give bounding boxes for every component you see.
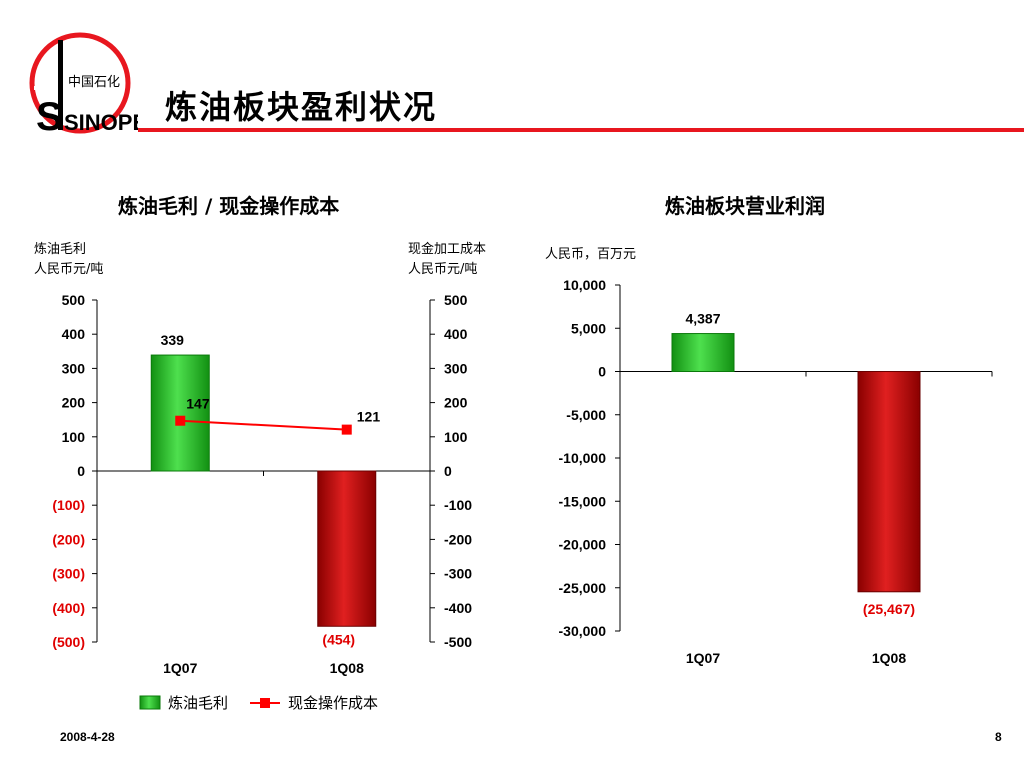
operating-profit-unit-label: 人民币，百万元 [545,247,637,262]
right-y-tick-label: -300 [444,566,472,582]
right-y-tick-label: -400 [444,600,472,616]
right-chart-title: 炼油板块营业利润 [665,194,825,218]
left-y-tick-label: (200) [52,531,85,547]
y-tick-label: -30,000 [559,623,607,639]
right-axis-unit-line-2: 人民币元/吨 [408,262,478,277]
legend-cost-marker [260,698,270,708]
right-y-tick-label: -500 [444,634,472,650]
right-y-tick-label: -200 [444,531,472,547]
x-tick-label: 1Q08 [872,650,906,666]
left-axis-unit-label: 炼油毛利 人民币元/吨 [34,240,103,280]
y-tick-label: -15,000 [559,493,607,509]
right-y-tick-label: 400 [444,326,468,342]
profit-bar [857,371,921,593]
refining-margin-chart: 500 400 300 200 100 0 (100) (200) (300) (400) (500… [52,292,472,712]
logo-chinese-text: 中国石化 [68,74,120,89]
legend-margin-swatch [139,695,161,710]
right-axis-unit-label: 现金加工成本 人民币元/吨 [408,240,486,280]
y-tick-label: 10,000 [563,277,606,293]
right-y-tick-label: 300 [444,360,468,376]
right-y-tick-label: -100 [444,497,472,513]
margin-bar [317,470,377,627]
left-axis-unit-line-1: 炼油毛利 [34,242,87,257]
profit-bar-data-label: (25,467) [863,601,915,617]
y-tick-label: -20,000 [559,537,607,553]
left-y-tick-label: 300 [62,360,86,376]
y-tick-label: -5,000 [566,407,606,423]
footer-date: 2008-4-28 [60,730,115,744]
left-y-tick-label: (100) [52,497,85,513]
right-axis-unit-line-1: 现金加工成本 [408,242,487,257]
profit-bar [671,333,735,372]
y-tick-label: 5,000 [571,320,606,336]
left-y-tick-label: 200 [62,395,86,411]
right-y-tick-label: 500 [444,292,468,308]
right-y-tick-label: 200 [444,395,468,411]
x-tick-label: 1Q07 [163,660,197,676]
cost-point [341,424,352,435]
left-y-tick-label: 100 [62,429,86,445]
cost-point [175,415,186,426]
y-tick-label: 0 [598,364,606,380]
cost-data-label: 147 [186,396,210,412]
left-y-tick-label: 400 [62,326,86,342]
cost-data-label: 121 [357,409,381,425]
x-tick-label: 1Q08 [330,660,364,676]
cost-line [180,419,347,431]
page-title: 炼油板块盈利状况 [165,88,438,126]
title-divider [138,128,1024,132]
y-tick-label: -10,000 [559,450,607,466]
left-y-tick-label: (300) [52,566,85,582]
margin-bar-data-label: (454) [322,631,355,647]
left-y-tick-label: 500 [62,292,86,308]
profit-bar-data-label: 4,387 [685,311,720,327]
margin-bar [150,354,210,472]
left-y-tick-label: 0 [77,463,85,479]
margin-bar-data-label: 339 [161,332,185,348]
right-y-tick-label: 0 [444,463,452,479]
legend-margin-label: 炼油毛利 [168,695,228,712]
left-y-tick-label: (500) [52,634,85,650]
page-number: 8 [995,730,1002,744]
sinopec-logo: S SINOPEC 中国石化 [29,32,138,138]
left-chart-title: 炼油毛利 / 现金操作成本 [118,194,340,218]
left-y-tick-label: (400) [52,600,85,616]
legend-cost-label: 现金操作成本 [288,695,378,712]
left-axis-unit-line-2: 人民币元/吨 [34,262,104,277]
logo-brand-text: SINOPEC [64,110,138,135]
operating-profit-chart: 10,000 5,000 0 -5,000 -10,000 -15,000 -20,000 -… [559,277,993,666]
x-tick-label: 1Q07 [686,650,720,666]
y-tick-label: -25,000 [559,580,607,596]
right-y-tick-label: 100 [444,429,468,445]
